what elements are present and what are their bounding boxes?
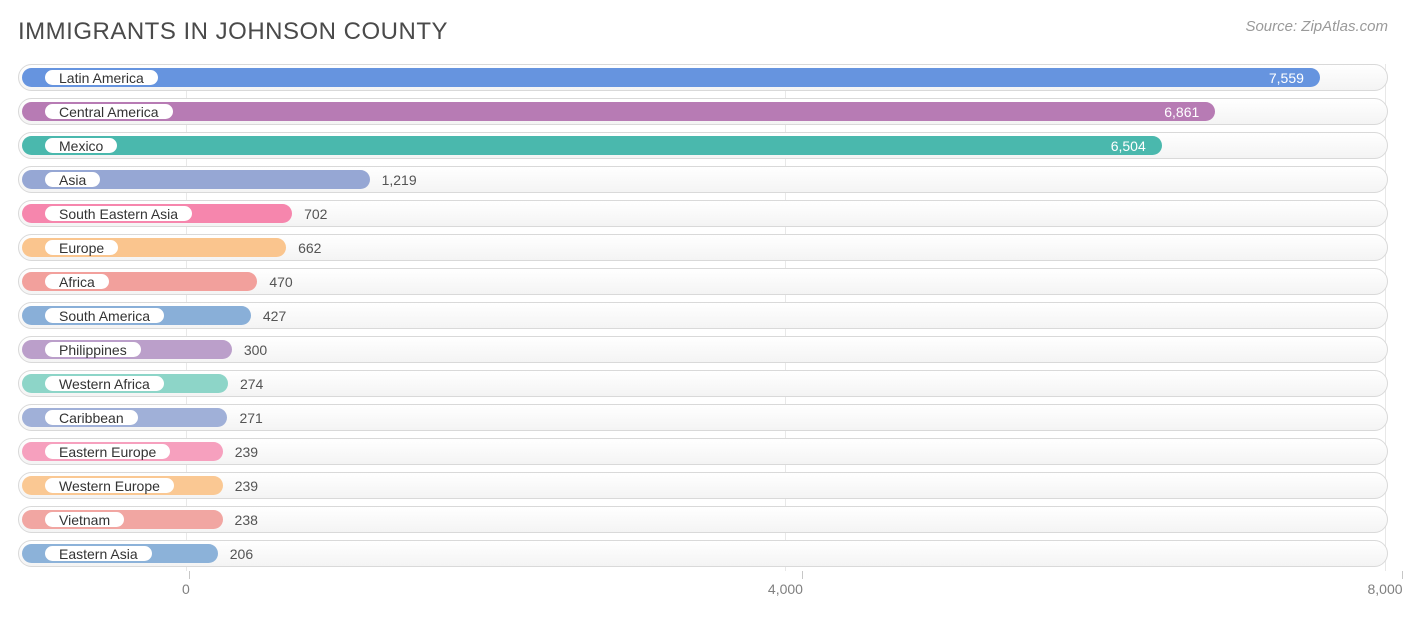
chart-title: IMMIGRANTS IN JOHNSON COUNTY	[18, 18, 448, 46]
bar-fill	[22, 102, 1215, 121]
bar-row: Eastern Europe 239	[18, 438, 1388, 465]
bar-fill	[22, 68, 1320, 87]
category-pill: Eastern Asia	[43, 544, 154, 563]
category-pill: Eastern Europe	[43, 442, 172, 461]
category-label: Western Europe	[59, 478, 160, 494]
tick-label: 0	[182, 581, 190, 597]
value-label: 238	[235, 507, 258, 532]
category-label: Vietnam	[59, 512, 110, 528]
bar-fill	[22, 136, 1162, 155]
chart-rows: Latin America 7,559 Central America 6,861 Me…	[18, 64, 1388, 567]
category-label: Eastern Asia	[59, 546, 138, 562]
value-label: 427	[263, 303, 286, 328]
category-label: Central America	[59, 104, 159, 120]
category-pill: Africa	[43, 272, 111, 291]
axis-tick: 8,000	[1385, 571, 1406, 601]
category-label: Europe	[59, 240, 104, 256]
bar-row: Eastern Asia 206	[18, 540, 1388, 567]
bar-row: Caribbean 271	[18, 404, 1388, 431]
bar-row: Vietnam 238	[18, 506, 1388, 533]
tick-line	[802, 571, 803, 579]
category-label: Asia	[59, 172, 86, 188]
category-pill: Western Africa	[43, 374, 166, 393]
bar-row: Western Europe 239	[18, 472, 1388, 499]
category-label: South America	[59, 308, 150, 324]
bar-row: South Eastern Asia 702	[18, 200, 1388, 227]
bar-row: Western Africa 274	[18, 370, 1388, 397]
category-label: Western Africa	[59, 376, 150, 392]
category-pill: Caribbean	[43, 408, 140, 427]
value-label: 206	[230, 541, 253, 566]
chart-source: Source: ZipAtlas.com	[1245, 18, 1388, 35]
category-pill: Western Europe	[43, 476, 176, 495]
chart-container: IMMIGRANTS IN JOHNSON COUNTY Source: Zip…	[0, 0, 1406, 643]
chart-area: Latin America 7,559 Central America 6,861 Me…	[18, 64, 1388, 601]
value-label: 470	[269, 269, 292, 294]
category-pill: Mexico	[43, 136, 119, 155]
category-pill: South Eastern Asia	[43, 204, 194, 223]
category-label: South Eastern Asia	[59, 206, 178, 222]
category-pill: Asia	[43, 170, 102, 189]
category-label: Philippines	[59, 342, 127, 358]
bar-row: Africa 470	[18, 268, 1388, 295]
axis-tick: 0	[186, 571, 194, 601]
category-label: Mexico	[59, 138, 103, 154]
category-pill: Vietnam	[43, 510, 126, 529]
category-pill: Europe	[43, 238, 120, 257]
value-label: 239	[235, 473, 258, 498]
value-label: 662	[298, 235, 321, 260]
value-label: 300	[244, 337, 267, 362]
bar-row: Central America 6,861	[18, 98, 1388, 125]
value-label: 271	[239, 405, 262, 430]
tick-label: 4,000	[768, 581, 803, 597]
bar-row: Philippines 300	[18, 336, 1388, 363]
value-label: 274	[240, 371, 263, 396]
axis-tick: 4,000	[785, 571, 820, 601]
category-label: Latin America	[59, 70, 144, 86]
value-label: 6,504	[1111, 133, 1146, 158]
bar-row: Europe 662	[18, 234, 1388, 261]
value-label: 7,559	[1269, 65, 1304, 90]
bar-row: South America 427	[18, 302, 1388, 329]
category-pill: Central America	[43, 102, 175, 121]
tick-label: 8,000	[1367, 581, 1402, 597]
bar-row: Mexico 6,504	[18, 132, 1388, 159]
tick-line	[1402, 571, 1403, 579]
value-label: 239	[235, 439, 258, 464]
value-label: 6,861	[1164, 99, 1199, 124]
chart-header: IMMIGRANTS IN JOHNSON COUNTY Source: Zip…	[18, 18, 1388, 46]
tick-line	[189, 571, 190, 579]
category-pill: Philippines	[43, 340, 143, 359]
bar-row: Latin America 7,559	[18, 64, 1388, 91]
chart-x-axis: 04,0008,000	[18, 571, 1388, 601]
value-label: 1,219	[382, 167, 417, 192]
category-label: Caribbean	[59, 410, 124, 426]
category-label: Eastern Europe	[59, 444, 156, 460]
category-pill: South America	[43, 306, 166, 325]
category-label: Africa	[59, 274, 95, 290]
category-pill: Latin America	[43, 68, 160, 87]
value-label: 702	[304, 201, 327, 226]
bar-row: Asia 1,219	[18, 166, 1388, 193]
